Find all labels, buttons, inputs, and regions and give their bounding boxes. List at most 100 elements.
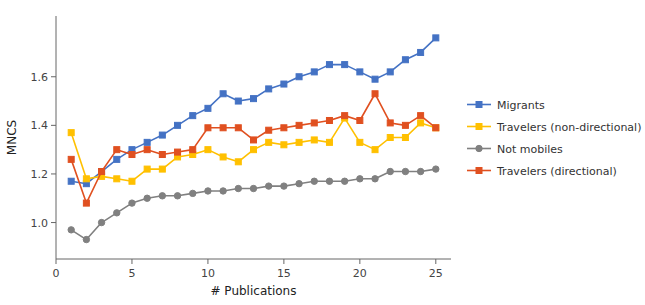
legend: MigrantsTravelers (non-directional)Not m… — [467, 99, 641, 178]
point — [418, 49, 424, 55]
point — [205, 188, 211, 194]
point — [281, 183, 287, 189]
point — [129, 152, 135, 158]
plot-area — [68, 35, 439, 243]
point — [114, 156, 120, 162]
point — [311, 120, 317, 126]
y-tick — [51, 222, 56, 223]
point — [250, 185, 256, 191]
point — [190, 113, 196, 119]
point — [372, 91, 378, 97]
point — [357, 139, 363, 145]
point — [251, 96, 257, 102]
point — [235, 159, 241, 165]
point — [83, 176, 89, 182]
point — [251, 137, 257, 143]
point — [372, 147, 378, 153]
point — [235, 185, 241, 191]
point — [342, 113, 348, 119]
point — [220, 125, 226, 131]
x-tick-label: 5 — [128, 267, 135, 280]
chart: 05101520251.01.21.41.6# PublicationsMNCS… — [0, 0, 645, 305]
point — [281, 142, 287, 148]
legend-label: Migrants — [497, 99, 545, 112]
point — [159, 166, 165, 172]
legend-label: Travelers (directional) — [496, 165, 617, 178]
point — [417, 168, 423, 174]
point — [387, 120, 393, 126]
x-tick-label: 15 — [277, 267, 291, 280]
y-tick-label: 1.0 — [31, 217, 49, 230]
x-tick-label: 0 — [53, 267, 60, 280]
point — [205, 147, 211, 153]
point — [357, 117, 363, 123]
x-tick — [131, 259, 132, 264]
point — [144, 147, 150, 153]
point — [402, 135, 408, 141]
point — [174, 193, 180, 199]
point — [387, 135, 393, 141]
point — [266, 127, 272, 133]
x-tick-label: 25 — [429, 267, 443, 280]
point — [68, 227, 74, 233]
point — [402, 168, 408, 174]
point — [296, 139, 302, 145]
point — [205, 105, 211, 111]
point — [296, 122, 302, 128]
point — [342, 62, 348, 68]
legend-marker — [476, 168, 482, 174]
point — [296, 74, 302, 80]
point — [68, 178, 74, 184]
y-tick — [51, 76, 56, 77]
point — [433, 125, 439, 131]
legend-label: Not mobiles — [497, 143, 563, 156]
y-tick-label: 1.4 — [31, 119, 49, 132]
point — [326, 62, 332, 68]
point — [68, 130, 74, 136]
point — [190, 190, 196, 196]
series-line — [71, 94, 436, 203]
point — [311, 137, 317, 143]
x-tick — [435, 259, 436, 264]
point — [281, 125, 287, 131]
point — [175, 122, 181, 128]
point — [296, 180, 302, 186]
point — [265, 183, 271, 189]
point — [357, 176, 363, 182]
point — [190, 147, 196, 153]
point — [205, 125, 211, 131]
point — [402, 57, 408, 63]
y-tick — [51, 125, 56, 126]
point — [144, 195, 150, 201]
point — [311, 178, 317, 184]
point — [129, 178, 135, 184]
point — [251, 147, 257, 153]
point — [114, 176, 120, 182]
x-tick — [283, 259, 284, 264]
point — [372, 76, 378, 82]
legend-marker — [476, 145, 482, 151]
point — [159, 132, 165, 138]
point — [220, 188, 226, 194]
x-tick-label: 10 — [201, 267, 215, 280]
point — [326, 178, 332, 184]
point — [144, 139, 150, 145]
point — [235, 125, 241, 131]
legend-marker — [476, 102, 482, 108]
point — [98, 219, 104, 225]
point — [266, 86, 272, 92]
point — [326, 117, 332, 123]
point — [99, 169, 105, 175]
y-axis-label: MNCS — [5, 120, 19, 155]
point — [144, 166, 150, 172]
point — [159, 152, 165, 158]
x-tick — [359, 259, 360, 264]
point — [83, 236, 89, 242]
point — [433, 166, 439, 172]
point — [114, 210, 120, 216]
point — [114, 147, 120, 153]
x-tick-label: 20 — [353, 267, 367, 280]
y-tick — [51, 173, 56, 174]
point — [357, 69, 363, 75]
point — [341, 178, 347, 184]
